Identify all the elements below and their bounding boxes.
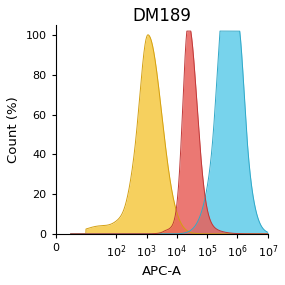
X-axis label: APC-A: APC-A bbox=[142, 265, 182, 278]
Y-axis label: Count (%): Count (%) bbox=[7, 96, 20, 163]
Title: DM189: DM189 bbox=[132, 7, 191, 25]
